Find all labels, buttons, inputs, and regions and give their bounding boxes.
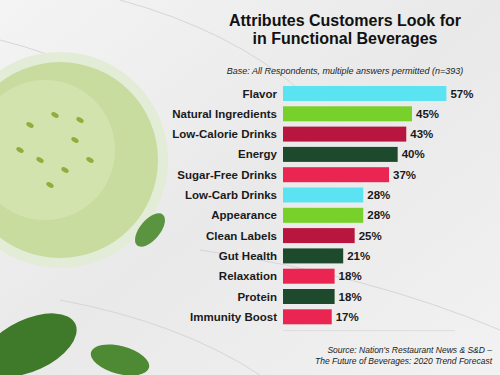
category-label: Gut Health — [219, 250, 277, 262]
data-label: 18% — [339, 270, 362, 282]
pistachio — [75, 116, 84, 124]
category-label: Low-Carb Drinks — [185, 189, 277, 201]
pistachio — [15, 146, 24, 154]
bar — [283, 289, 335, 304]
bars — [283, 86, 446, 324]
leaf — [87, 339, 152, 375]
x-axis-line — [283, 330, 455, 331]
labels: Flavor 57% Natural Ingredients 45% Low-Calor… — [172, 88, 473, 323]
title: in Functional Beverages — [253, 30, 438, 47]
pistachio — [70, 136, 79, 144]
bar — [283, 147, 398, 162]
pistachio — [85, 156, 94, 164]
category-label: Flavor — [242, 88, 277, 100]
category-label: Immunity Boost — [190, 311, 277, 323]
pistachio — [25, 121, 34, 129]
bar — [283, 228, 355, 243]
data-label: 57% — [450, 88, 473, 100]
smoothie-foam — [0, 80, 115, 220]
bar — [283, 188, 363, 203]
chart: Attributes Customers Look forin Function… — [0, 0, 500, 375]
category-label: Low-Calorie Drinks — [172, 128, 277, 140]
smoothie — [0, 62, 158, 258]
bar — [283, 167, 389, 182]
pistachio — [35, 156, 44, 164]
data-label: 40% — [402, 148, 425, 160]
data-label: 21% — [347, 250, 370, 262]
data-label: 28% — [367, 209, 390, 221]
leaf — [0, 300, 86, 375]
subtitle: Base: All Respondents, multiple answers … — [227, 66, 464, 76]
category-label: Sugar-Free Drinks — [177, 169, 277, 181]
bar — [283, 86, 446, 101]
leaf — [129, 208, 170, 251]
bar — [283, 208, 363, 223]
pistachio — [45, 181, 54, 189]
bar — [283, 106, 412, 121]
source: The Future of Beverages: 2020 Trend Fore… — [315, 356, 493, 366]
source: Source: Nation's Restaurant News & S&D – — [327, 345, 492, 355]
category-label: Clean Labels — [206, 230, 277, 242]
bar — [283, 127, 406, 142]
category-label: Energy — [238, 148, 278, 160]
category-label: Protein — [237, 291, 277, 303]
bar — [283, 269, 335, 284]
bar — [283, 309, 332, 324]
pistachio — [50, 111, 59, 119]
category-label: Appearance — [211, 209, 277, 221]
data-label: 17% — [336, 311, 359, 323]
pistachio — [60, 166, 69, 174]
title: Attributes Customers Look for — [229, 12, 461, 29]
bar — [283, 248, 343, 263]
data-label: 25% — [359, 230, 382, 242]
data-label: 18% — [339, 291, 362, 303]
data-label: 28% — [367, 189, 390, 201]
data-label: 37% — [393, 169, 416, 181]
page: {"chart_data": { "type": "bar", "orienta… — [0, 0, 500, 375]
data-label: 43% — [410, 128, 433, 140]
category-label: Natural Ingredients — [172, 108, 277, 120]
data-label: 45% — [416, 108, 439, 120]
category-label: Relaxation — [219, 270, 277, 282]
